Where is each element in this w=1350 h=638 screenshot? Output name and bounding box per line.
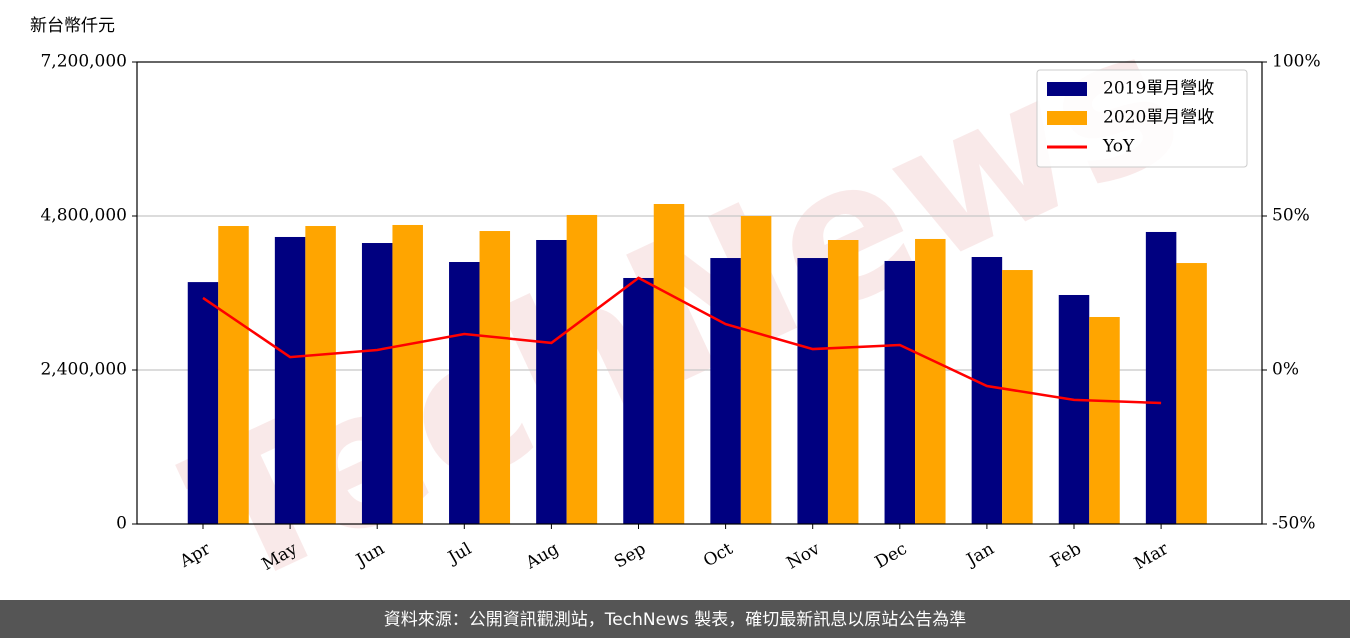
footer-source: 資料來源：公開資訊觀測站，TechNews 製表，確切最新訊息以原站公告為準 bbox=[384, 610, 966, 630]
legend-label: 2020單月營收 bbox=[1103, 108, 1214, 128]
line bbox=[202, 276, 1162, 405]
bar bbox=[623, 277, 654, 524]
legend-box bbox=[1036, 69, 1248, 168]
bar bbox=[274, 236, 306, 525]
bar bbox=[1002, 270, 1033, 524]
y2-tick-label: -50% bbox=[1272, 514, 1316, 534]
x-tick-label: Nov bbox=[783, 539, 823, 574]
legend-swatch bbox=[1047, 82, 1087, 96]
x-tick-label: Feb bbox=[1047, 539, 1085, 572]
x-tick-label: Jul bbox=[443, 539, 475, 569]
bar bbox=[305, 226, 336, 524]
bar bbox=[653, 204, 685, 524]
bar bbox=[1176, 263, 1207, 524]
bar bbox=[392, 224, 423, 524]
bar bbox=[710, 258, 741, 524]
bar bbox=[884, 260, 916, 524]
footer-band bbox=[0, 600, 1350, 638]
bar bbox=[915, 238, 946, 524]
legend-label: 2019單月營收 bbox=[1103, 79, 1214, 99]
bar bbox=[1058, 294, 1090, 524]
y2-tick-label: 50% bbox=[1272, 206, 1310, 226]
bar bbox=[797, 258, 828, 524]
x-tick-label: Dec bbox=[872, 539, 911, 573]
y-tick-label: 4,800,000 bbox=[40, 206, 127, 226]
bar bbox=[536, 239, 567, 524]
x-tick-label: Mar bbox=[1131, 538, 1173, 574]
y-tick-label: 0 bbox=[116, 514, 127, 534]
x-tick-label: Apr bbox=[176, 538, 215, 572]
bar bbox=[740, 216, 772, 524]
legend-swatch bbox=[1047, 111, 1087, 125]
y-tick-label: 2,400,000 bbox=[40, 360, 127, 380]
y2-tick-label: 0% bbox=[1272, 360, 1299, 380]
bar bbox=[218, 226, 249, 524]
x-tick-label: Sep bbox=[611, 539, 649, 573]
y2-tick-label: 100% bbox=[1272, 52, 1321, 72]
bar bbox=[449, 262, 480, 524]
bar bbox=[479, 231, 511, 524]
x-tick-label: Aug bbox=[522, 539, 563, 574]
bar bbox=[1145, 231, 1177, 525]
bar bbox=[566, 214, 598, 524]
y-axis-label: 新台幣仟元 bbox=[30, 16, 115, 36]
bar bbox=[971, 257, 1003, 524]
plot-frame bbox=[136, 61, 1263, 525]
bar bbox=[827, 239, 859, 524]
x-tick-label: Jan bbox=[962, 539, 998, 571]
bar bbox=[1089, 316, 1120, 524]
bar bbox=[361, 243, 393, 524]
x-tick-label: Oct bbox=[700, 539, 736, 572]
y-tick-label: 7,200,000 bbox=[40, 52, 127, 72]
legend-label: YoY bbox=[1102, 137, 1135, 157]
bar bbox=[187, 282, 219, 524]
